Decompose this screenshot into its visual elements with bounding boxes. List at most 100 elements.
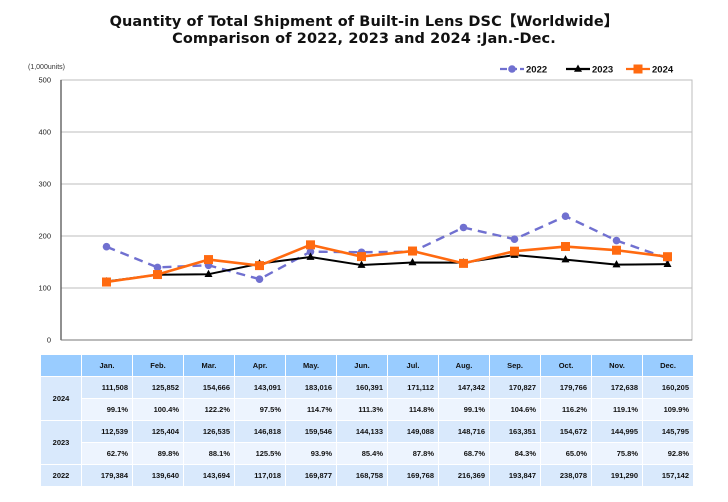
table-header-apr: Apr.: [235, 355, 285, 376]
y-tick-label: 200: [38, 232, 51, 241]
row-year-label: 2024: [41, 377, 81, 420]
data-point-2023-Mar.: [204, 269, 213, 278]
ratio-cell: 99.1%: [439, 399, 489, 420]
quantity-cell: 169,768: [388, 465, 438, 486]
quantity-cell: 154,672: [541, 421, 591, 442]
ratio-cell: 68.7%: [439, 443, 489, 464]
data-point-2024-Jan.: [102, 277, 111, 287]
table-header-feb: Feb.: [133, 355, 183, 376]
quantity-cell: 193,847: [490, 465, 540, 486]
series-line-2024: [106, 243, 668, 284]
data-point-2022-Oct.: [561, 212, 570, 220]
quantity-cell: 171,112: [388, 377, 438, 398]
legend-marker-2024: [633, 64, 643, 74]
ratio-cell: 119.1%: [592, 399, 642, 420]
y-tick-label: 0: [47, 336, 51, 345]
data-point-2024-May.: [306, 240, 315, 250]
ratio-cell: 89.8%: [133, 443, 183, 464]
line-chart: 0 100 200 300 400 500 2022 2023 2024: [38, 64, 693, 345]
ratio-cell: 111.3%: [337, 399, 387, 420]
table-header-dec: Dec.: [643, 355, 693, 376]
quantity-cell: 216,369: [439, 465, 489, 486]
quantity-cell: 146,818: [235, 421, 285, 442]
data-point-2024-Jul.: [408, 246, 417, 256]
table-header-mar: Mar.: [184, 355, 234, 376]
quantity-cell: 125,404: [133, 421, 183, 442]
series-line-2023: [106, 254, 668, 283]
quantity-cell: 139,640: [133, 465, 183, 486]
quantity-cell: 183,016: [286, 377, 336, 398]
quantity-cell: 112,539: [82, 421, 132, 442]
data-point-2024-Feb.: [153, 270, 162, 280]
quantity-cell: 126,535: [184, 421, 234, 442]
quantity-cell: 168,758: [337, 465, 387, 486]
table-header-row: Jan. Feb. Mar. Apr. May. Jun. Jul. Aug. Sep. Oct.…: [41, 355, 693, 376]
ratio-cell: 62.7%: [82, 443, 132, 464]
table-row-2024-quantity: 2024 111,508 125,852 154,666 143,091 183,016 1…: [41, 377, 693, 420]
quantity-cell: 179,384: [82, 465, 132, 486]
data-point-2023-Jul.: [408, 257, 417, 266]
ratio-cell: 100.4%: [133, 399, 183, 420]
plot-area-border: [60, 79, 693, 341]
legend-label-2022: 2022: [526, 65, 547, 76]
quantity-cell: 179,766: [541, 377, 591, 398]
data-point-2022-Sep.: [510, 235, 519, 243]
quantity-cell: 144,995: [592, 421, 642, 442]
data-point-2024-Oct.: [561, 242, 570, 252]
y-tick-label: 300: [38, 180, 51, 189]
data-point-2024-Aug.: [459, 258, 468, 268]
data-point-2023-Nov.: [612, 260, 621, 268]
ratio-cell: 97.5%: [235, 399, 285, 420]
table-row-2024-ratio: 99.1% 100.4% 122.2% 97.5% 114.7% 111.3% 114.8%…: [41, 399, 693, 420]
legend-marker-2022: [508, 65, 516, 73]
quantity-cell: 170,827: [490, 377, 540, 398]
ratio-cell: 88.1%: [184, 443, 234, 464]
ratio-cell: 84.3%: [490, 443, 540, 464]
data-point-2023-May.: [306, 252, 315, 260]
table-corner-cell: [41, 355, 81, 376]
ratio-cell: 116.2%: [541, 399, 591, 420]
table-row-2023-quantity: 2023 112,539 125,404 126,535 146,818 159,546 1…: [41, 421, 693, 464]
ratio-cell: 109.9%: [643, 399, 693, 420]
quantity-cell: 238,078: [541, 465, 591, 486]
quantity-cell: 163,351: [490, 421, 540, 442]
legend-label-2024: 2024: [652, 65, 674, 76]
quantity-cell: 160,205: [643, 377, 693, 398]
data-point-2024-Jun.: [357, 252, 366, 262]
legend-item-2022: 2022: [500, 65, 547, 76]
table-header-oct: Oct.: [541, 355, 591, 376]
table-body: 2024 111,508 125,852 154,666 143,091 183,016 1…: [41, 377, 693, 486]
gridlines: [60, 79, 693, 341]
quantity-cell: 148,716: [439, 421, 489, 442]
table-header-nov: Nov.: [592, 355, 642, 376]
table-header-may: May.: [286, 355, 336, 376]
ratio-cell: 65.0%: [541, 443, 591, 464]
data-point-2022-Nov.: [612, 236, 621, 245]
data-point-2022-Apr.: [255, 275, 264, 283]
series: [102, 212, 672, 287]
data-table: Jan. Feb. Mar. Apr. May. Jun. Jul. Aug. Sep. Oct.…: [40, 354, 694, 487]
chart-subtitle: Comparison of 2022, 2023 and 2024 :Jan.-…: [172, 31, 556, 47]
series-2024: [102, 240, 672, 287]
data-point-2022-Feb.: [153, 263, 162, 272]
legend-label-2023: 2023: [592, 65, 613, 76]
unit-label: (1,000units): [28, 64, 65, 71]
data-point-2022-Jan.: [102, 242, 111, 251]
table-header-jan: Jan.: [82, 355, 132, 376]
ratio-cell: 125.5%: [235, 443, 285, 464]
quantity-cell: 169,877: [286, 465, 336, 486]
table-row-2023-ratio: 62.7% 89.8% 88.1% 125.5% 93.9% 85.4% 87.8% 68.7…: [41, 443, 693, 464]
quantity-cell: 111,508: [82, 377, 132, 398]
data-point-2022-Aug.: [459, 223, 468, 232]
data-point-2023-Jun.: [357, 260, 366, 268]
ratio-cell: 87.8%: [388, 443, 438, 464]
quantity-cell: 143,091: [235, 377, 285, 398]
quantity-cell: 144,133: [337, 421, 387, 442]
chart-title: Quantity of Total Shipment of Built-in L…: [109, 14, 619, 30]
table-header-aug: Aug.: [439, 355, 489, 376]
legend-marker-2023: [574, 64, 582, 72]
data-point-2022-May.: [306, 247, 315, 256]
data-point-2024-Apr.: [255, 261, 264, 271]
ratio-cell: 114.8%: [388, 399, 438, 420]
y-tick-label: 400: [38, 128, 51, 137]
